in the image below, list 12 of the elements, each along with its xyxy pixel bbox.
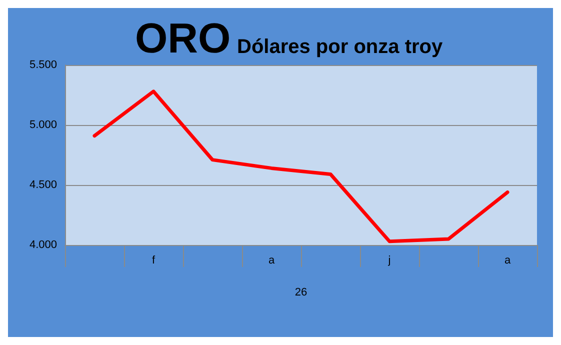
x-tick-label: a [504, 254, 512, 266]
x-tick-label: f [152, 254, 156, 266]
y-tick-label: 4.500 [29, 179, 57, 191]
y-tick-label: 4.000 [29, 239, 57, 251]
x-tick-label: a [268, 254, 276, 266]
chart-title: ORO [135, 14, 231, 62]
line-series [92, 90, 510, 244]
y-tick-label: 5.500 [29, 59, 57, 71]
y-tick-label: 5.000 [29, 119, 57, 131]
chart-subtitle: Dólares por onza troy [237, 36, 444, 58]
x-axis-title: 26 [294, 286, 308, 298]
x-tick-label: j [387, 254, 391, 266]
